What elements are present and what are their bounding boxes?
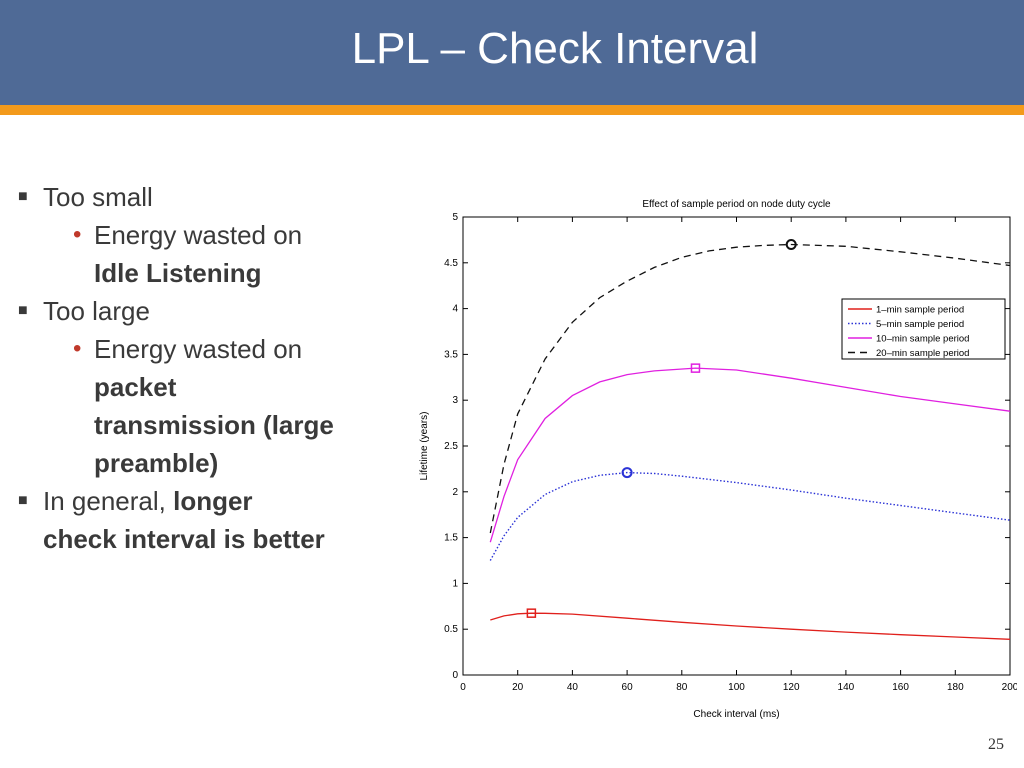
x-tick-label: 80 bbox=[676, 682, 688, 693]
slide-header bbox=[0, 0, 1024, 105]
plot-frame bbox=[462, 216, 1011, 676]
x-tick-label: 20 bbox=[512, 682, 524, 693]
page-number: 25 bbox=[988, 736, 1004, 753]
lifetime-chart: Effect of sample period on node duty cyc… bbox=[405, 186, 1019, 731]
legend-label-3: 10–min sample period bbox=[876, 334, 969, 345]
series-line-1 bbox=[490, 612, 1011, 640]
sub-bullet-idle-listening: • Energy wasted on Idle Listening bbox=[18, 216, 398, 292]
bullet-text: Too small bbox=[43, 182, 153, 212]
square-bullet-icon: ■ bbox=[18, 302, 28, 319]
x-tick-label: 120 bbox=[783, 682, 800, 693]
round-bullet-icon: • bbox=[73, 221, 82, 248]
bullet-list: ■ Too small • Energy wasted on Idle List… bbox=[18, 178, 398, 558]
x-tick-label: 0 bbox=[460, 682, 466, 693]
x-tick-label: 140 bbox=[838, 682, 855, 693]
sub-bullet-text: Energy wasted on bbox=[94, 220, 303, 250]
legend-label-1: 1–min sample period bbox=[876, 305, 964, 316]
bullet-bold-2: check interval is better bbox=[43, 524, 325, 554]
y-tick-label: 0 bbox=[452, 670, 458, 681]
y-tick-label: 2.5 bbox=[444, 441, 458, 452]
y-tick-label: 1 bbox=[452, 578, 458, 589]
y-axis-label: Lifetime (years) bbox=[419, 412, 430, 481]
series-line-3 bbox=[489, 367, 1011, 543]
bullet-bold-1: longer bbox=[173, 486, 253, 516]
square-bullet-icon: ■ bbox=[18, 492, 28, 509]
bullet-text: Too large bbox=[43, 296, 150, 326]
y-tick-label: 4 bbox=[452, 304, 458, 315]
series-1-optimum-marker bbox=[526, 608, 537, 618]
y-tick-label: 0.5 bbox=[444, 624, 458, 635]
y-tick-label: 1.5 bbox=[444, 533, 458, 544]
chart-svg: Effect of sample period on node duty cyc… bbox=[419, 199, 1019, 720]
series-4-optimum-marker bbox=[785, 238, 797, 250]
x-tick-label: 180 bbox=[947, 682, 964, 693]
bullet-text: In general, bbox=[43, 486, 174, 516]
sub-bullet-bold-1: packet bbox=[94, 372, 177, 402]
y-tick-label: 2 bbox=[452, 487, 458, 498]
x-tick-label: 160 bbox=[892, 682, 909, 693]
sub-bullet-packet-transmission: • Energy wasted on packet transmission (… bbox=[18, 330, 398, 482]
x-axis-label: Check interval (ms) bbox=[693, 709, 779, 720]
round-bullet-icon: • bbox=[73, 335, 82, 362]
square-bullet-icon: ■ bbox=[18, 188, 28, 205]
slide-title: LPL – Check Interval bbox=[351, 24, 759, 73]
header-accent-stripe bbox=[0, 105, 1024, 115]
series-3-optimum-marker bbox=[690, 363, 701, 373]
x-tick-label: 40 bbox=[567, 682, 579, 693]
y-tick-label: 3 bbox=[452, 395, 458, 406]
sub-bullet-bold-3: preamble) bbox=[94, 448, 219, 478]
x-tick-label: 100 bbox=[728, 682, 745, 693]
y-tick-label: 5 bbox=[452, 212, 458, 223]
chart-title: Effect of sample period on node duty cyc… bbox=[642, 199, 831, 210]
sub-bullet-bold: Idle Listening bbox=[94, 258, 262, 288]
x-tick-label: 60 bbox=[622, 682, 634, 693]
sub-bullet-text: Energy wasted on bbox=[94, 334, 303, 364]
legend-label-2: 5–min sample period bbox=[876, 319, 964, 330]
series-line-2 bbox=[489, 471, 1011, 561]
series-2-optimum-marker bbox=[621, 467, 633, 479]
bullet-too-small: ■ Too small bbox=[18, 178, 398, 216]
series-line-4 bbox=[489, 243, 1011, 534]
legend-label-4: 20–min sample period bbox=[876, 348, 969, 359]
bullet-too-large: ■ Too large bbox=[18, 292, 398, 330]
x-tick-label: 200 bbox=[1002, 682, 1017, 693]
bullet-in-general: ■ In general, longer check interval is b… bbox=[18, 482, 398, 558]
sub-bullet-bold-2: transmission (large bbox=[94, 410, 334, 440]
y-tick-label: 3.5 bbox=[444, 349, 458, 360]
y-tick-label: 4.5 bbox=[444, 258, 458, 269]
